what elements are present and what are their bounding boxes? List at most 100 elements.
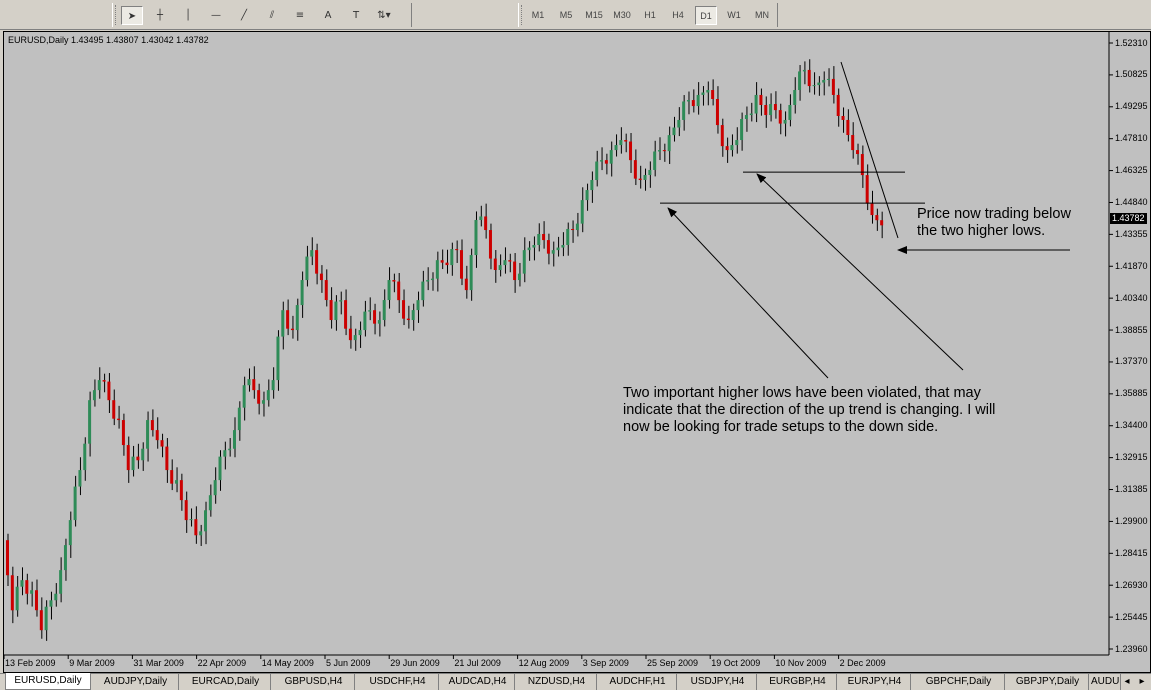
candle-body: [455, 249, 459, 251]
candle-body: [493, 258, 497, 271]
time-tick-label: 14 May 2009: [261, 658, 314, 668]
candle-body: [778, 110, 782, 124]
candle-body: [290, 328, 294, 331]
candle-body: [740, 118, 744, 141]
candle-body: [39, 610, 43, 631]
chart-tab[interactable]: GBPCHF,Daily: [913, 674, 1005, 690]
timeframe-h4[interactable]: H4: [672, 10, 684, 20]
candle-body: [228, 448, 232, 451]
timeframe-mn[interactable]: MN: [755, 10, 769, 20]
candle-body: [807, 69, 811, 87]
candle-body: [112, 400, 116, 419]
chart-tab[interactable]: EURCAD,Daily: [181, 674, 271, 690]
candle-body: [817, 82, 821, 86]
price-tick-label: 1.43355: [1115, 228, 1148, 239]
candle-body: [15, 586, 19, 611]
candle-body: [305, 256, 309, 281]
candle-body: [551, 250, 555, 254]
text-label-icon[interactable]: T: [352, 10, 360, 21]
candle-body: [658, 150, 662, 152]
time-tick-label: 31 Mar 2009: [133, 658, 184, 668]
chart-tab[interactable]: AUDU:: [1091, 674, 1121, 690]
candle-body: [266, 390, 270, 401]
candle-body: [146, 420, 150, 449]
candle-body: [155, 430, 159, 441]
timeframe-d1[interactable]: D1: [695, 6, 717, 25]
chart-tab[interactable]: GBPUSD,H4: [273, 674, 355, 690]
candle-body: [131, 456, 135, 471]
candle-body: [822, 79, 826, 83]
fibonacci-icon[interactable]: ≡: [295, 10, 305, 21]
candle-body: [194, 519, 198, 536]
current-price-label: 1.43782: [1110, 213, 1147, 224]
candle-body: [59, 570, 63, 594]
chart-window[interactable]: EURUSD,Daily 1.43495 1.43807 1.43042 1.4…: [3, 31, 1151, 673]
timeframe-m30[interactable]: M30: [613, 10, 631, 20]
price-tick-label: 1.32915: [1115, 452, 1148, 463]
candle-body: [880, 220, 884, 226]
scroll-left-icon[interactable]: ◂: [1124, 676, 1130, 687]
candle-body: [498, 265, 502, 271]
chart-tab[interactable]: GBPJPY,Daily: [1007, 674, 1089, 690]
chart-tab[interactable]: AUDJPY,Daily: [93, 674, 179, 690]
candle-body: [744, 115, 748, 119]
candle-body: [614, 145, 618, 151]
price-tick-label: 1.47810: [1115, 133, 1148, 144]
candle-body: [6, 540, 9, 576]
time-tick-label: 10 Nov 2009: [775, 658, 827, 668]
cursor-icon[interactable]: ➤: [121, 6, 143, 25]
chart-tab[interactable]: EURUSD,Daily: [5, 673, 91, 690]
chart-tab[interactable]: AUDCHF,H1: [599, 674, 677, 690]
candle-body: [141, 448, 145, 461]
candle-body: [580, 200, 584, 224]
candle-body: [802, 69, 806, 72]
toolbar-grip[interactable]: [115, 5, 118, 25]
crosshair-icon[interactable]: ┼: [156, 10, 164, 21]
candle-body: [527, 247, 531, 251]
timeframe-bar: M1 M5 M15 M30 H1 H4 D1 W1 MN: [518, 3, 778, 27]
chart-tab[interactable]: USDJPY,H4: [679, 674, 757, 690]
candle-body: [870, 203, 874, 216]
chart-tab[interactable]: EURGBP,H4: [759, 674, 837, 690]
chart-tab[interactable]: NZDUSD,H4: [517, 674, 597, 690]
price-tick-label: 1.38855: [1115, 324, 1148, 335]
channel-icon[interactable]: ⫽: [269, 10, 275, 21]
timeframe-h1[interactable]: H1: [644, 10, 656, 20]
annotation-line: Price now trading below: [917, 206, 1071, 222]
toolbar-grip[interactable]: [521, 5, 524, 25]
time-tick-label: 19 Oct 2009: [711, 658, 761, 668]
candle-body: [788, 104, 792, 120]
text-icon[interactable]: A: [324, 10, 332, 21]
candle-body: [488, 230, 492, 259]
candle-body: [798, 71, 802, 91]
timeframe-m5[interactable]: M5: [559, 10, 573, 20]
candle-body: [701, 92, 705, 95]
candle-body: [97, 380, 101, 391]
arrows-icon[interactable]: ⇅▾: [377, 10, 391, 21]
trendline: [840, 61, 899, 239]
chart-info: EURUSD,Daily 1.43495 1.43807 1.43042 1.4…: [8, 35, 209, 45]
price-tick-label: 1.40340: [1115, 292, 1148, 303]
candle-body: [484, 216, 488, 231]
time-tick-label: 9 Mar 2009: [69, 658, 115, 668]
chart-tab[interactable]: USDCHF,H4: [357, 674, 439, 690]
timeframe-m1[interactable]: M1: [531, 10, 545, 20]
candle-body: [513, 261, 517, 281]
candle-body: [411, 310, 415, 321]
candle-body: [875, 215, 879, 221]
chart-tab[interactable]: AUDCAD,H4: [441, 674, 515, 690]
chart-tab[interactable]: EURJPY,H4: [839, 674, 911, 690]
vertical-line-icon[interactable]: │: [184, 10, 192, 21]
timeframe-m15[interactable]: M15: [585, 10, 603, 20]
timeframe-w1[interactable]: W1: [727, 10, 741, 20]
candle-body: [247, 379, 251, 386]
candle-body: [725, 146, 729, 151]
horizontal-line-icon[interactable]: —: [211, 10, 221, 21]
candle-body: [368, 310, 372, 312]
candle-body: [208, 495, 212, 511]
candle-body: [648, 169, 652, 175]
trendline-icon[interactable]: ╱: [240, 10, 248, 21]
scroll-right-icon[interactable]: ▸: [1139, 676, 1145, 687]
candle-body: [759, 94, 763, 105]
candle-body: [276, 336, 280, 381]
